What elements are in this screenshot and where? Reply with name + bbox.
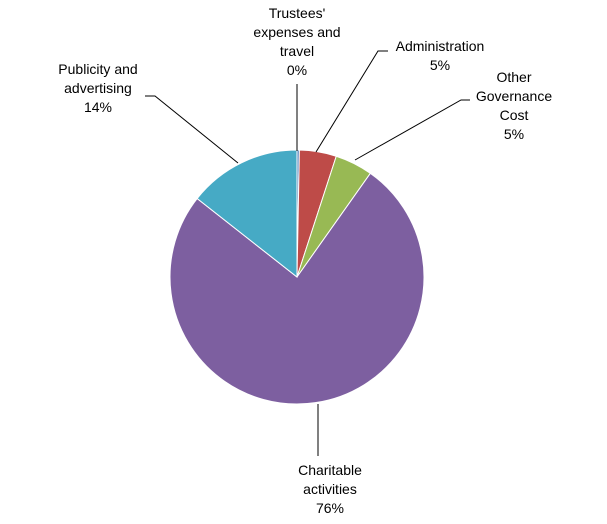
leader-lines [145,50,470,456]
slice-percent-1: 5% [430,57,450,73]
slice-label-line-3-1: activities [303,481,357,497]
pie-slices [169,149,425,405]
slice-label-line-1-0: Administration [396,38,485,54]
pie-slice-3 [169,172,425,405]
slice-label-line-0-2: travel [280,43,314,59]
leader-line-2 [354,99,470,161]
slice-label-line-0-1: expenses and [253,24,340,40]
slice-label-line-0-0: Trustees' [269,5,326,21]
slice-label-line-2-0: Other [496,69,531,85]
slice-label-4: Publicity and advertising 14% [58,61,137,115]
pie-slice-4 [196,149,298,279]
slice-label-line-4-1: advertising [64,80,132,96]
slice-label-line-4-0: Publicity and [58,61,137,77]
slice-percent-2: 5% [504,126,524,142]
leader-line-4 [145,95,239,164]
slice-percent-4: 14% [84,99,112,115]
slice-label-0: Trustees' expenses and travel 0% [253,5,340,78]
slice-label-line-2-2: Cost [500,107,529,123]
slice-label-3: Charitable activities 76% [298,462,362,516]
leader-line-1 [315,50,388,153]
slice-label-1: Administration 5% [396,38,485,73]
slice-label-line-3-0: Charitable [298,462,362,478]
slice-label-line-2-1: Governance [476,88,552,104]
slice-percent-3: 76% [316,500,344,516]
slice-labels: Trustees' expenses and travel 0% Administrat… [58,5,552,516]
slice-label-2: Other Governance Cost 5% [476,69,552,142]
slice-percent-0: 0% [287,62,307,78]
